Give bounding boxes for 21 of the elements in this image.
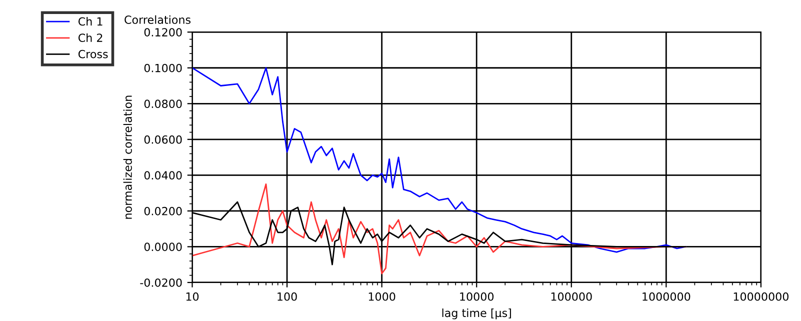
x-tick-label: 10 [186,292,199,301]
y-tick-label: 0.1000 [144,64,182,72]
y-tick-label: 0.0400 [144,171,182,180]
y-axis-title: normalized correlation [123,96,132,219]
y-tick-label: 0.0000 [144,242,182,252]
x-tick-label: 10000 [460,292,494,301]
legend-label: Cross [78,50,108,58]
legend-label: Ch 1 [78,17,102,26]
y-tick-label: -0.0200 [140,278,182,287]
x-tick-label: 1000 [368,292,396,301]
y-tick-label: 0.0200 [144,206,182,216]
y-tick-label: 0.0800 [144,100,182,108]
chart-title: Correlations [124,15,191,24]
x-tick-label: 10000000 [734,292,788,301]
x-tick-label: 1000000 [642,292,690,301]
y-tick-label: 0.1200 [144,28,182,36]
x-tick-label: 100000 [551,292,592,301]
y-tick-label: 0.0600 [144,135,182,144]
legend-label: Ch 2 [78,33,102,42]
x-axis-title: lag time [µs] [442,308,511,320]
x-tick-label: 100 [278,292,297,301]
